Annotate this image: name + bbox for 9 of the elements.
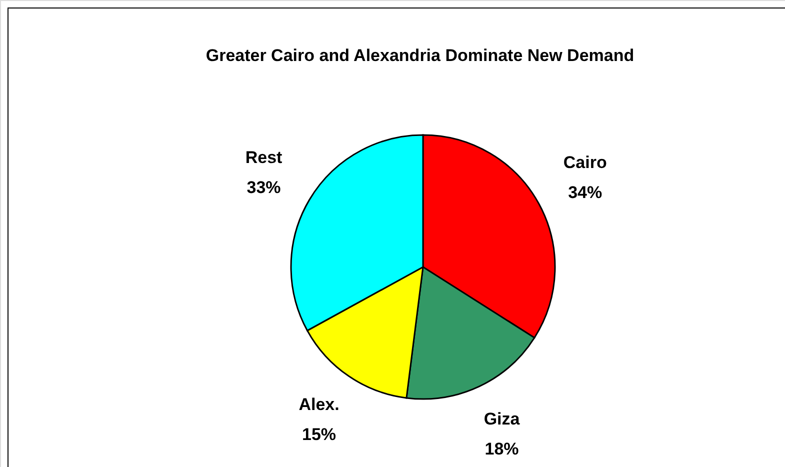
slice-label: Cairo	[563, 152, 607, 172]
chart-title: Greater Cairo and Alexandria Dominate New Demand	[206, 46, 634, 65]
slice-label: Alex.	[298, 395, 340, 414]
slice-label: Giza	[484, 409, 520, 428]
data-label: 18%	[484, 439, 519, 458]
data-label: 34%	[568, 182, 602, 202]
slice-label: Rest	[245, 148, 283, 167]
data-label: 15%	[302, 425, 336, 444]
data-label: 33%	[246, 178, 281, 197]
